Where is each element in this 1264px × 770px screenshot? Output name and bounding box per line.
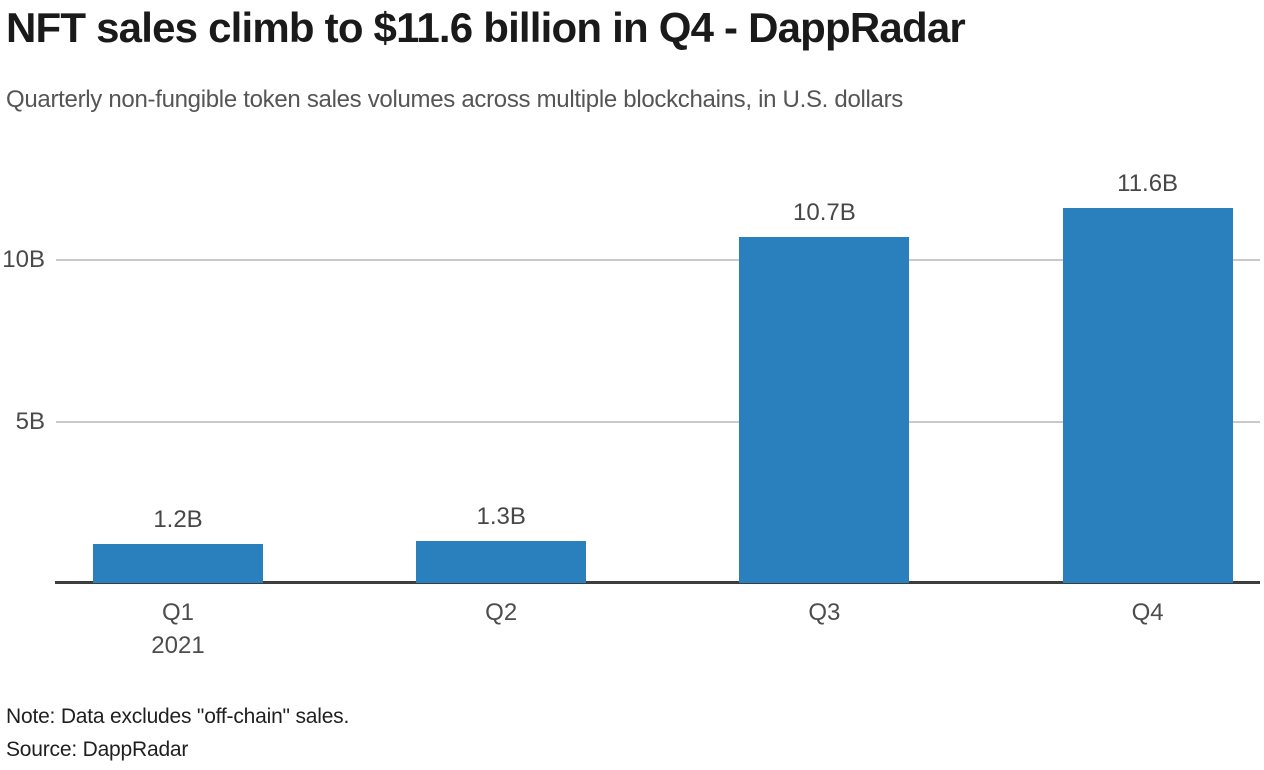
bar-q4 [1062, 208, 1233, 583]
x-tick-label-q2: Q2 [485, 599, 518, 626]
chart-source: Source: DappRadar [6, 738, 189, 761]
x-tick-label-q1: Q1 [161, 599, 194, 626]
bar-chart-plot-area: 5B 10B 1.2B Q1 2021 1.3B Q2 10.7B Q3 11.6B Q4 [0, 155, 1264, 665]
gridline-10b [56, 259, 1260, 261]
value-label-q2: 1.3B [476, 503, 526, 530]
value-label-q3: 10.7B [793, 199, 856, 227]
chart-subtitle: Quarterly non-fungible token sales volum… [6, 86, 903, 113]
bar-q1 [93, 544, 263, 583]
x-tick-sublabel-q1: 2021 [151, 632, 205, 659]
y-tick-label-5b: 5B [15, 407, 45, 435]
value-label-q1: 1.2B [153, 506, 203, 534]
x-tick-label-q4: Q4 [1131, 599, 1164, 626]
chart-footer: Note: Data excludes "off-chain" sales. S… [6, 700, 349, 766]
x-axis-line [55, 581, 1260, 584]
x-tick-label-q3: Q3 [808, 599, 841, 626]
y-tick-label-10b: 10B [2, 246, 45, 273]
chart-note: Note: Data excludes "off-chain" sales. [6, 705, 350, 728]
value-label-q4: 11.6B [1117, 170, 1179, 198]
chart-title: NFT sales climb to $11.6 billion in Q4 -… [6, 4, 966, 51]
gridline-5b [56, 420, 1260, 423]
bar-q2 [416, 541, 587, 583]
bar-q3 [739, 237, 910, 583]
